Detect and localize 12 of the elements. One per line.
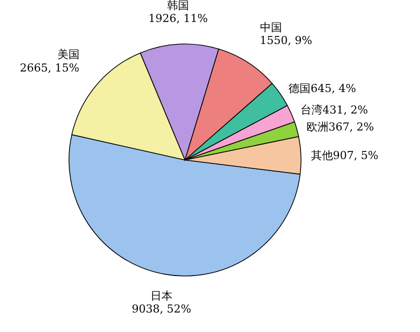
slice-label: 日本	[150, 289, 172, 302]
slice-label: 欧洲367, 2%	[306, 120, 374, 134]
slice-label: 台湾431, 2%	[300, 103, 368, 116]
data-label: 2665, 15%	[20, 61, 80, 74]
data-label: 9038, 52%	[132, 302, 192, 316]
slice-label: 韩国	[167, 0, 190, 12]
slice-label: 其他907, 5%	[310, 148, 378, 162]
slice-label: 德国645, 4%	[288, 82, 356, 96]
data-label: 1926, 11%	[148, 12, 208, 26]
slice-label: 美国	[57, 48, 80, 62]
data-label: 1550, 9%	[260, 34, 312, 48]
slice-label: 中国	[260, 20, 282, 34]
